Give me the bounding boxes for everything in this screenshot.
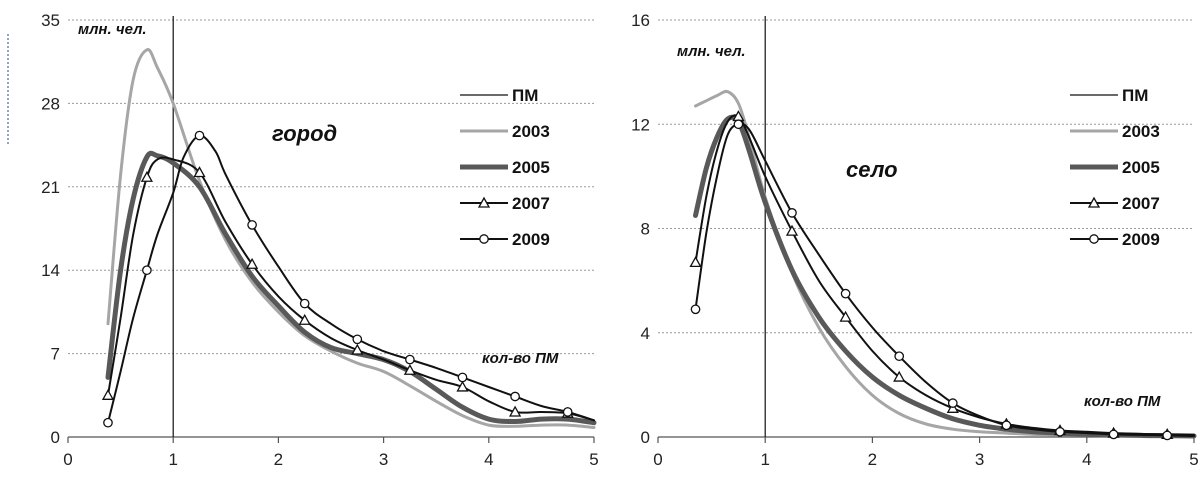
series-marker-2009	[1001, 420, 1012, 431]
x-tick-label: 1	[168, 450, 177, 469]
series-line-2007	[694, 114, 1195, 436]
y-tick-label: 21	[41, 178, 60, 197]
series-marker-2009	[510, 391, 520, 402]
y-unit-label: млн. чел.	[677, 43, 746, 60]
legend-label-2003: 2003	[512, 122, 550, 141]
series-marker-2009	[247, 220, 257, 230]
x-tick-label: 5	[589, 450, 598, 469]
legend: ПМ 2003 2005 2007 2009	[460, 86, 550, 249]
series-marker-2009	[1108, 429, 1119, 440]
legend-marker-2009	[479, 234, 489, 244]
chart-city: 0 7 14 21 28 35 0 1 2 3 4 5 ПМ 2003 2005 2007 2009 млн. ч…	[7, 11, 599, 469]
series-marker-2009	[947, 398, 958, 408]
series-marker-2007	[245, 257, 259, 269]
x-tick-label: 1	[760, 450, 769, 469]
legend-marker-2009	[1089, 234, 1099, 244]
y-tick-label: 0	[51, 428, 60, 447]
x-unit-label: кол-во ПМ	[482, 350, 559, 367]
x-tick-label: 4	[1082, 450, 1091, 469]
grid	[68, 19, 594, 355]
series-marker-2009	[299, 298, 310, 309]
series-marker-2007	[508, 405, 522, 417]
x-tick-label: 2	[868, 450, 877, 469]
legend-label-2009: 2009	[1122, 230, 1160, 249]
series-marker-2009	[1055, 426, 1065, 437]
x-tick-label: 5	[1189, 450, 1198, 469]
y-tick-label: 0	[641, 428, 650, 447]
series-marker-2009	[840, 288, 851, 299]
series-marker-2007	[193, 166, 206, 178]
y-tick-label: 8	[641, 220, 650, 239]
series-marker-2009	[562, 407, 573, 417]
x-tick-label: 0	[63, 450, 72, 469]
series-group	[101, 16, 597, 437]
series-marker-2007	[893, 370, 906, 382]
region-label: город	[272, 121, 337, 146]
series-marker-2009	[142, 265, 152, 276]
y-tick-label: 35	[41, 11, 60, 30]
series-marker-2007	[839, 310, 852, 322]
series-marker-2009	[194, 130, 205, 141]
series-line-2003	[694, 89, 1196, 438]
region-label: село	[846, 157, 898, 182]
series-marker-2007	[298, 313, 311, 325]
series-line-2005	[693, 114, 1197, 439]
series-marker-2009	[457, 372, 468, 383]
y-tick-label: 12	[631, 115, 650, 134]
grid	[658, 19, 1194, 334]
series-marker-2009	[894, 351, 905, 362]
series-line-2009	[107, 134, 595, 424]
series-marker-2009	[352, 334, 363, 345]
series-marker-2007	[456, 380, 469, 392]
legend-label-2005: 2005	[512, 158, 550, 177]
series-marker-2009	[787, 208, 797, 218]
series-marker-2009	[733, 119, 744, 130]
series-marker-2009	[405, 354, 415, 365]
series-line-2003	[106, 48, 596, 429]
series-line-2007	[107, 156, 595, 422]
legend-label-2003: 2003	[1122, 122, 1160, 141]
y-tick-label: 16	[631, 11, 650, 30]
series-line-2009	[694, 122, 1195, 437]
legend-label-2005: 2005	[1122, 158, 1160, 177]
legend: ПМ 2003 2005 2007 2009	[1070, 86, 1160, 249]
series-marker-2009	[103, 417, 113, 428]
y-tick-label: 4	[641, 324, 650, 343]
series-marker-2009	[1162, 430, 1173, 441]
series-group	[689, 16, 1197, 441]
x-tick-label: 2	[274, 450, 283, 469]
legend-marker-2007	[1087, 196, 1101, 208]
x-tick-label: 3	[975, 450, 984, 469]
series-line-2005	[105, 150, 597, 426]
legend-label-2007: 2007	[512, 194, 550, 213]
legend-label-2007: 2007	[1122, 194, 1160, 213]
series-marker-2007	[351, 343, 364, 355]
legend-marker-2007	[477, 196, 491, 208]
legend-label-2009: 2009	[512, 230, 550, 249]
series-marker-2007	[785, 224, 799, 236]
x-tick-label: 4	[484, 450, 493, 469]
series-marker-2007	[140, 170, 154, 182]
x-unit-label: кол-во ПМ	[1084, 393, 1161, 410]
y-tick-label: 28	[41, 94, 60, 113]
x-tick-label: 3	[379, 450, 388, 469]
series-marker-2007	[101, 388, 115, 400]
x-tick-label: 0	[653, 450, 662, 469]
legend-label-ПМ: ПМ	[512, 86, 538, 105]
y-unit-label: млн. чел.	[78, 21, 147, 38]
y-tick-label: 14	[41, 261, 60, 280]
series-marker-2007	[689, 256, 702, 268]
y-tick-label: 7	[51, 345, 60, 364]
series-marker-2009	[690, 304, 701, 315]
axes: 0 7 14 21 28 35 0 1 2 3 4 5	[41, 11, 599, 469]
series-marker-2007	[403, 363, 417, 375]
legend-label-ПМ: ПМ	[1122, 86, 1148, 105]
